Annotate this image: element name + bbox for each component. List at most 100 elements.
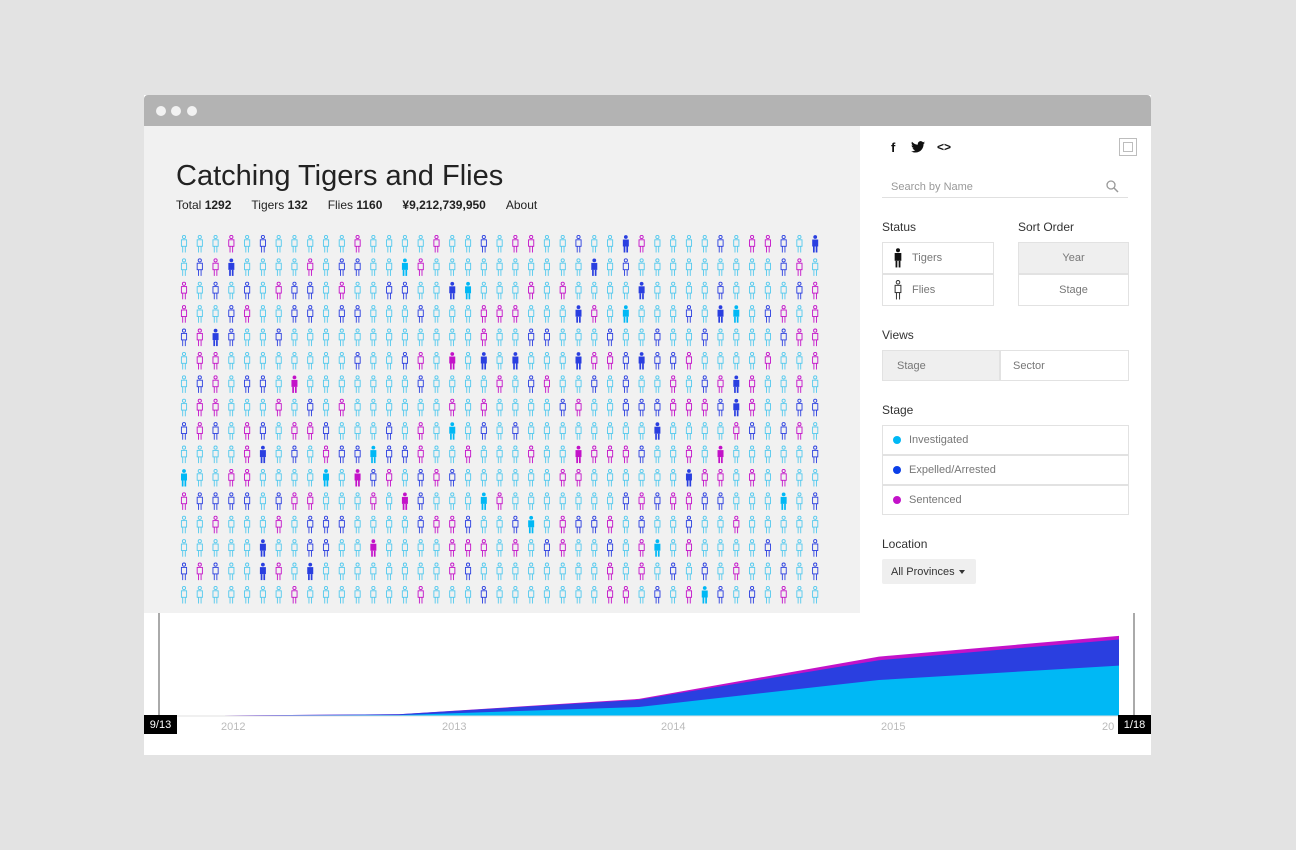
person-icon[interactable] <box>259 258 266 276</box>
person-icon[interactable] <box>196 281 203 300</box>
view-stage-button[interactable]: Stage <box>882 350 1000 381</box>
person-icon[interactable] <box>370 445 377 464</box>
person-icon[interactable] <box>244 422 251 440</box>
person-icon[interactable] <box>528 351 535 370</box>
person-icon[interactable] <box>212 375 219 393</box>
person-icon[interactable] <box>417 398 424 417</box>
person-icon[interactable] <box>228 468 235 487</box>
person-icon[interactable] <box>196 515 203 534</box>
person-icon[interactable] <box>180 351 188 370</box>
person-icon[interactable] <box>559 422 566 440</box>
person-icon[interactable] <box>275 234 282 253</box>
timeline-chart[interactable] <box>144 613 1151 755</box>
person-icon[interactable] <box>401 468 408 487</box>
person-icon[interactable] <box>212 562 219 581</box>
person-icon[interactable] <box>764 375 771 393</box>
person-icon[interactable] <box>480 305 487 323</box>
person-icon[interactable] <box>464 562 472 581</box>
person-icon[interactable] <box>496 515 503 534</box>
person-icon[interactable] <box>417 351 424 370</box>
person-icon[interactable] <box>654 351 661 370</box>
person-icon[interactable] <box>180 445 188 464</box>
person-icon[interactable] <box>386 539 393 557</box>
person-icon[interactable] <box>607 328 614 347</box>
person-icon[interactable] <box>322 398 330 417</box>
person-icon[interactable] <box>654 328 661 347</box>
person-icon[interactable] <box>307 445 314 464</box>
person-icon[interactable] <box>559 398 566 417</box>
person-icon[interactable] <box>717 398 724 417</box>
person-icon[interactable] <box>575 539 582 557</box>
person-icon[interactable] <box>433 305 440 323</box>
person-icon[interactable] <box>480 352 487 370</box>
person-icon[interactable] <box>180 539 188 557</box>
person-icon[interactable] <box>543 539 550 557</box>
person-icon[interactable] <box>575 328 582 347</box>
person-icon[interactable] <box>575 492 582 510</box>
person-icon[interactable] <box>780 398 787 417</box>
person-icon[interactable] <box>717 422 724 440</box>
person-icon[interactable] <box>701 445 708 464</box>
person-icon[interactable] <box>764 539 771 557</box>
person-icon[interactable] <box>607 305 614 323</box>
person-icon[interactable] <box>638 468 645 487</box>
person-icon[interactable] <box>622 422 629 440</box>
person-icon[interactable] <box>654 281 661 300</box>
person-icon[interactable] <box>591 234 598 253</box>
person-icon[interactable] <box>670 305 677 323</box>
person-icon[interactable] <box>543 468 550 487</box>
person-icon[interactable] <box>607 585 614 604</box>
person-icon[interactable] <box>685 234 693 253</box>
person-icon[interactable] <box>291 562 298 581</box>
person-icon[interactable] <box>780 422 787 440</box>
person-icon[interactable] <box>575 352 582 370</box>
person-icon[interactable] <box>717 328 724 347</box>
person-icon[interactable] <box>543 445 550 464</box>
person-icon[interactable] <box>480 539 487 557</box>
person-icon[interactable] <box>354 585 361 604</box>
search-icon[interactable] <box>1106 180 1119 193</box>
person-icon[interactable] <box>212 468 219 487</box>
person-icon[interactable] <box>480 445 487 464</box>
person-icon[interactable] <box>717 375 724 393</box>
person-icon[interactable] <box>196 562 203 581</box>
person-icon[interactable] <box>670 234 677 253</box>
person-icon[interactable] <box>733 375 740 393</box>
person-icon[interactable] <box>812 515 819 534</box>
person-icon[interactable] <box>733 468 740 487</box>
person-icon[interactable] <box>228 445 235 464</box>
person-icon[interactable] <box>591 281 598 300</box>
person-icon[interactable] <box>370 281 377 300</box>
person-icon[interactable] <box>464 468 472 487</box>
location-dropdown[interactable]: All Provinces <box>882 559 976 584</box>
person-icon[interactable] <box>307 328 314 347</box>
person-icon[interactable] <box>733 562 740 581</box>
person-icon[interactable] <box>796 562 803 581</box>
person-icon[interactable] <box>701 281 708 300</box>
twitter-icon[interactable] <box>911 141 925 153</box>
person-icon[interactable] <box>464 375 472 393</box>
person-icon[interactable] <box>701 258 708 276</box>
person-icon[interactable] <box>322 539 330 557</box>
person-icon[interactable] <box>512 375 519 393</box>
person-icon[interactable] <box>685 305 693 323</box>
person-icon[interactable] <box>543 281 550 300</box>
person-icon[interactable] <box>244 468 251 487</box>
person-icon[interactable] <box>228 515 235 534</box>
person-icon[interactable] <box>370 468 377 487</box>
person-icon[interactable] <box>480 375 487 393</box>
person-icon[interactable] <box>386 351 393 370</box>
person-icon[interactable] <box>354 422 361 440</box>
person-icon[interactable] <box>322 515 330 534</box>
person-icon[interactable] <box>354 375 361 393</box>
person-icon[interactable] <box>417 515 424 534</box>
person-icon[interactable] <box>480 422 487 440</box>
person-icon[interactable] <box>543 492 550 510</box>
person-icon[interactable] <box>559 258 566 276</box>
person-icon[interactable] <box>386 445 393 464</box>
person-icon[interactable] <box>370 585 377 604</box>
person-icon[interactable] <box>386 281 393 300</box>
person-icon[interactable] <box>701 351 708 370</box>
person-icon[interactable] <box>212 445 219 464</box>
person-icon[interactable] <box>496 468 503 487</box>
